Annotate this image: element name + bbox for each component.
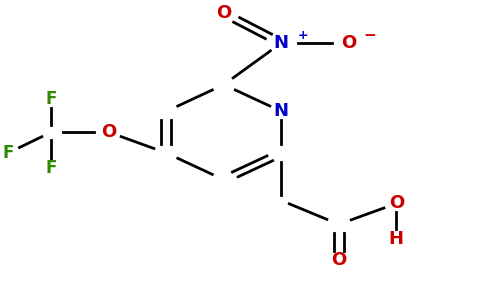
Text: N: N <box>274 34 289 52</box>
Text: F: F <box>45 91 57 109</box>
Text: O: O <box>331 251 347 269</box>
Text: O: O <box>101 123 116 141</box>
Text: O: O <box>341 34 356 52</box>
Text: F: F <box>2 144 14 162</box>
Text: O: O <box>216 4 231 22</box>
Text: O: O <box>389 194 404 212</box>
Text: N: N <box>274 102 289 120</box>
Text: H: H <box>389 230 404 248</box>
Text: F: F <box>45 159 57 177</box>
Text: +: + <box>298 29 308 42</box>
Text: −: − <box>363 28 377 43</box>
